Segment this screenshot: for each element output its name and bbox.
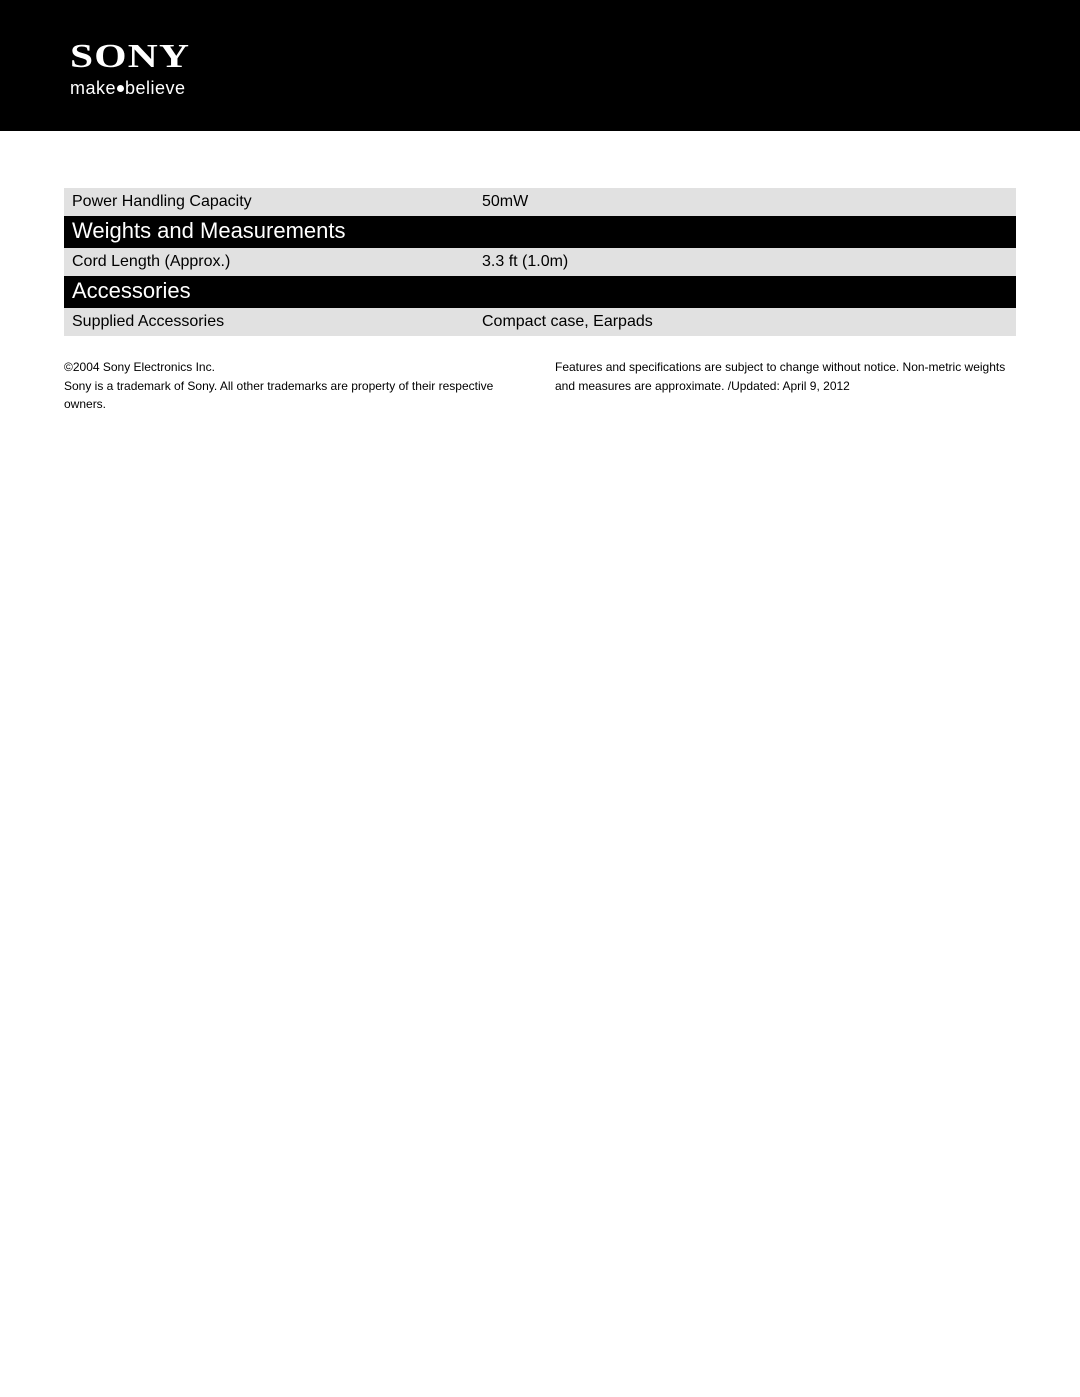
page-footer: ©2004 Sony Electronics Inc. Sony is a tr… [0, 336, 1080, 414]
spec-label: Cord Length (Approx.) [64, 248, 474, 276]
copyright-text: ©2004 Sony Electronics Inc. [64, 358, 525, 377]
spec-label: Power Handling Capacity [64, 188, 474, 216]
spec-label: Supplied Accessories [64, 308, 474, 336]
disclaimer-text: Features and specifications are subject … [555, 358, 1016, 395]
spec-table: Power Handling Capacity 50mW Weights and… [64, 188, 1016, 336]
footer-left: ©2004 Sony Electronics Inc. Sony is a tr… [64, 358, 525, 414]
footer-right: Features and specifications are subject … [555, 358, 1016, 414]
table-row: Supplied Accessories Compact case, Earpa… [64, 308, 1016, 336]
tagline-prefix: make [70, 78, 116, 98]
section-title: Weights and Measurements [64, 216, 1016, 248]
spec-value: 50mW [474, 188, 1016, 216]
spec-value: Compact case, Earpads [474, 308, 1016, 336]
brand-name: SONY [70, 40, 190, 74]
spec-content: Power Handling Capacity 50mW Weights and… [0, 131, 1080, 336]
trademark-text: Sony is a trademark of Sony. All other t… [64, 377, 525, 414]
spec-value: 3.3 ft (1.0m) [474, 248, 1016, 276]
section-header: Weights and Measurements [64, 216, 1016, 248]
table-row: Cord Length (Approx.) 3.3 ft (1.0m) [64, 248, 1016, 276]
section-header: Accessories [64, 276, 1016, 308]
table-row: Power Handling Capacity 50mW [64, 188, 1016, 216]
brand-tagline: make believe [70, 78, 186, 99]
page-header: SONY make believe [0, 0, 1080, 131]
dot-icon [117, 85, 124, 92]
section-title: Accessories [64, 276, 1016, 308]
tagline-suffix: believe [125, 78, 186, 98]
brand-logo: SONY makebelieve [70, 40, 186, 99]
